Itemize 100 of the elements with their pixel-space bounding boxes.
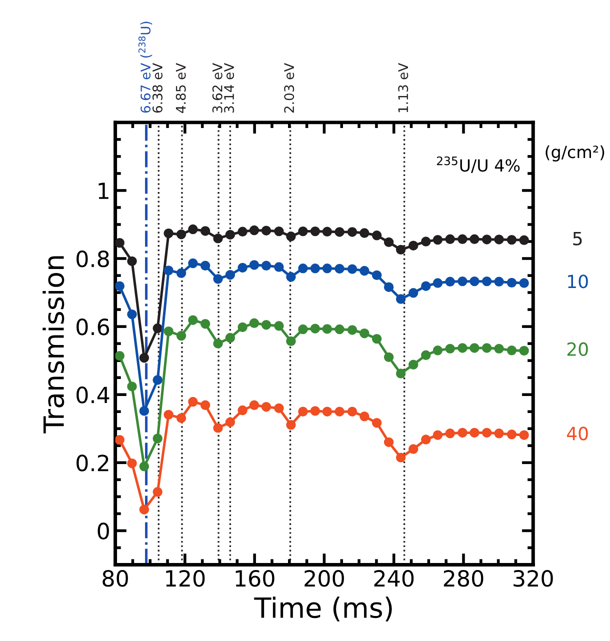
text: 40	[566, 426, 588, 440]
point	[139, 462, 150, 472]
point	[372, 334, 382, 344]
point	[519, 346, 529, 356]
point	[164, 410, 174, 420]
point	[152, 375, 162, 385]
point	[334, 324, 344, 334]
point	[200, 318, 210, 329]
point	[164, 326, 174, 336]
point	[360, 266, 370, 276]
point	[445, 344, 455, 354]
ref-line-label: 2.03 eV	[284, 62, 294, 113]
point	[322, 264, 332, 274]
ref-line-label: 6.38 eV	[152, 62, 162, 113]
point	[396, 368, 406, 378]
x-axis-title: Time (ms)	[254, 596, 392, 622]
y-tick-label: 0.4	[76, 386, 110, 404]
point	[176, 230, 186, 240]
x-tick-label: 200	[304, 570, 344, 587]
point	[458, 234, 468, 244]
point	[249, 400, 260, 410]
point	[458, 276, 468, 286]
point	[421, 434, 431, 444]
point	[286, 336, 296, 346]
point	[274, 226, 284, 236]
point	[519, 235, 529, 246]
point	[347, 406, 358, 416]
point	[384, 437, 394, 448]
point	[274, 321, 284, 331]
point	[408, 444, 418, 454]
point	[494, 276, 504, 287]
point	[274, 403, 284, 414]
point	[164, 266, 174, 276]
point	[396, 294, 406, 304]
point	[274, 262, 284, 272]
point	[261, 226, 272, 236]
point	[322, 406, 332, 416]
point	[261, 260, 272, 271]
point	[408, 288, 418, 298]
point	[115, 350, 125, 361]
point	[494, 344, 504, 354]
point	[360, 328, 370, 338]
x-tick-label: 160	[236, 570, 274, 587]
point	[238, 322, 248, 332]
point	[176, 268, 186, 278]
point	[115, 435, 125, 445]
point	[470, 276, 480, 286]
point	[458, 343, 468, 353]
point	[506, 278, 517, 288]
point	[310, 406, 320, 416]
point	[115, 238, 125, 248]
point	[176, 330, 186, 341]
x-tick-label: 240	[374, 570, 414, 587]
point	[494, 234, 504, 244]
point	[347, 227, 358, 237]
point	[470, 428, 480, 438]
point	[334, 227, 344, 237]
point	[298, 324, 308, 334]
point	[139, 353, 150, 363]
point	[200, 400, 210, 410]
point	[408, 360, 418, 370]
x-tick-label: 320	[514, 570, 553, 587]
point	[152, 434, 162, 444]
point	[298, 264, 308, 274]
point	[188, 258, 198, 268]
point	[238, 262, 248, 273]
point	[506, 234, 517, 245]
legend-title: (g/cm²)	[546, 145, 604, 162]
point	[225, 270, 236, 280]
point	[408, 240, 418, 250]
point	[261, 402, 272, 412]
point	[188, 315, 198, 325]
point	[372, 270, 382, 280]
point	[334, 264, 344, 274]
point	[298, 226, 308, 236]
y-tick-label: 0.6	[76, 318, 110, 336]
point	[152, 323, 162, 334]
point	[286, 232, 296, 242]
point	[200, 260, 210, 271]
point	[470, 234, 480, 244]
y-axis-title: Transmission	[42, 256, 64, 434]
ref-line-label: 1.13 eV	[398, 62, 408, 112]
point	[482, 428, 492, 438]
point	[445, 428, 455, 438]
point	[470, 343, 480, 353]
point	[322, 226, 332, 237]
y-tick-label: 0	[98, 522, 109, 540]
point	[384, 352, 394, 362]
ref-line-label: 4.85 eV	[176, 62, 186, 113]
point	[298, 406, 308, 416]
point	[188, 224, 198, 234]
point	[360, 412, 370, 422]
point	[152, 487, 162, 497]
x-tick-label: 80	[102, 570, 128, 587]
point	[372, 230, 382, 240]
point	[396, 244, 406, 255]
point	[261, 320, 272, 330]
point	[225, 230, 236, 240]
point	[200, 226, 210, 236]
point	[225, 332, 236, 343]
